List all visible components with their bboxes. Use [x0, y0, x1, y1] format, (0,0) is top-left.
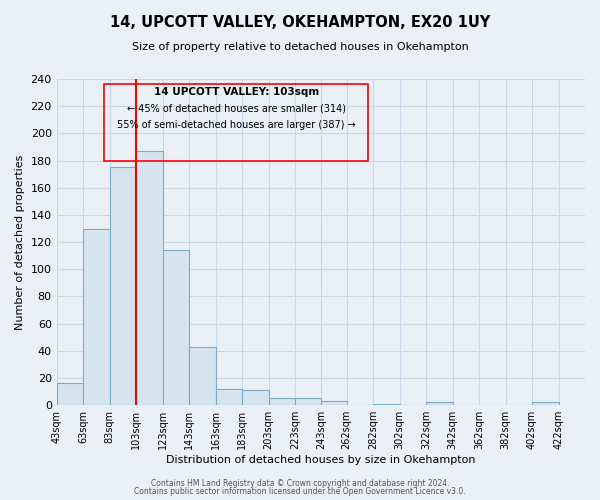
Bar — [110, 168, 136, 405]
Bar — [163, 250, 189, 405]
Bar — [136, 151, 163, 405]
Text: Size of property relative to detached houses in Okehampton: Size of property relative to detached ho… — [131, 42, 469, 52]
Text: Contains public sector information licensed under the Open Government Licence v3: Contains public sector information licen… — [134, 487, 466, 496]
Bar — [322, 401, 347, 405]
Bar — [532, 402, 559, 405]
Y-axis label: Number of detached properties: Number of detached properties — [15, 154, 25, 330]
Bar — [189, 347, 215, 405]
Bar — [269, 398, 295, 405]
Bar — [242, 390, 269, 405]
X-axis label: Distribution of detached houses by size in Okehampton: Distribution of detached houses by size … — [166, 455, 476, 465]
Bar — [295, 398, 322, 405]
Text: 14 UPCOTT VALLEY: 103sqm: 14 UPCOTT VALLEY: 103sqm — [154, 87, 319, 97]
Bar — [373, 404, 400, 405]
Bar — [215, 389, 242, 405]
Text: Contains HM Land Registry data © Crown copyright and database right 2024.: Contains HM Land Registry data © Crown c… — [151, 478, 449, 488]
Text: 55% of semi-detached houses are larger (387) →: 55% of semi-detached houses are larger (… — [117, 120, 356, 130]
Bar — [426, 402, 452, 405]
Bar — [83, 228, 110, 405]
Text: 14, UPCOTT VALLEY, OKEHAMPTON, EX20 1UY: 14, UPCOTT VALLEY, OKEHAMPTON, EX20 1UY — [110, 15, 490, 30]
Text: ← 45% of detached houses are smaller (314): ← 45% of detached houses are smaller (31… — [127, 104, 346, 114]
Bar — [56, 384, 83, 405]
